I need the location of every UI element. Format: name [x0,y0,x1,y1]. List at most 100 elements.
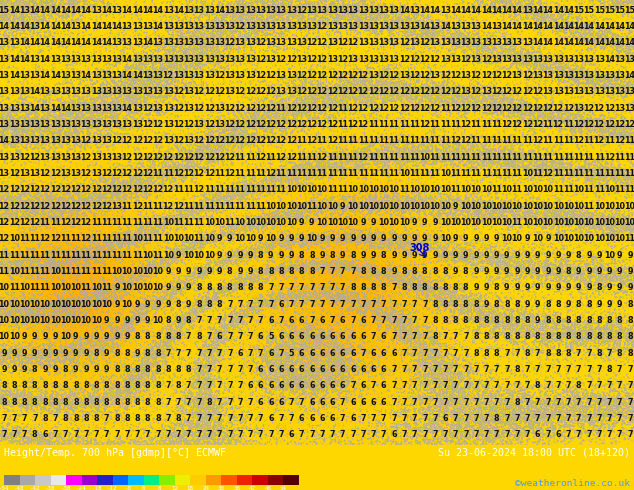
Text: 12: 12 [450,136,461,146]
Text: 6: 6 [278,332,284,342]
Text: 10: 10 [91,299,102,309]
Text: 7: 7 [453,381,458,391]
Text: 13: 13 [368,38,379,47]
Text: 10: 10 [60,332,71,342]
Text: 12: 12 [0,218,10,227]
Text: 7: 7 [453,398,458,407]
Text: 12: 12 [265,120,276,129]
Text: 7: 7 [1,430,7,440]
Text: 9: 9 [617,299,623,309]
Text: 7: 7 [340,283,346,293]
Text: 14: 14 [122,54,133,64]
Text: 7: 7 [545,430,551,440]
Text: 7: 7 [504,381,510,391]
Text: 12: 12 [358,71,369,80]
Text: 6: 6 [361,332,366,342]
Text: 13: 13 [286,71,297,80]
Text: 10: 10 [29,299,41,309]
Text: 13: 13 [429,38,441,47]
Text: 7: 7 [576,414,581,423]
Text: 7: 7 [197,316,202,325]
Text: 12: 12 [276,120,287,129]
Text: 12: 12 [327,71,338,80]
Text: 10: 10 [460,218,471,227]
Text: 8: 8 [494,283,500,293]
Text: 7: 7 [104,414,110,423]
Text: 13: 13 [0,169,10,178]
Text: 13: 13 [193,5,205,15]
Text: 14: 14 [614,22,625,31]
Text: 8: 8 [597,349,602,358]
Text: 7: 7 [340,267,346,276]
Text: 10: 10 [583,218,595,227]
Text: 7: 7 [627,398,633,407]
Text: 9: 9 [443,250,448,260]
Text: 13: 13 [389,38,399,47]
Text: 8: 8 [42,414,48,423]
Text: 11: 11 [470,136,482,146]
Text: 8: 8 [83,398,89,407]
Text: 10: 10 [543,201,553,211]
Text: 13: 13 [624,54,634,64]
Text: 7: 7 [381,316,387,325]
Text: 7: 7 [320,299,325,309]
Text: 15: 15 [573,5,584,15]
Text: 9: 9 [1,365,7,374]
Text: 8: 8 [94,398,99,407]
Text: 10: 10 [429,201,441,211]
Text: 14: 14 [460,5,471,15]
Text: 13: 13 [296,22,307,31]
Text: 9: 9 [217,234,223,244]
Text: 7: 7 [535,365,540,374]
Text: 7: 7 [134,430,140,440]
Text: 11: 11 [624,185,634,195]
Text: 13: 13 [553,71,564,80]
Text: 13: 13 [81,54,91,64]
Text: 9: 9 [83,332,89,342]
Text: 7: 7 [607,414,612,423]
Text: 12: 12 [522,87,533,96]
Text: 12: 12 [337,54,348,64]
Text: 7: 7 [391,332,397,342]
Text: 10: 10 [132,234,143,244]
Text: 8: 8 [114,365,120,374]
Text: 10: 10 [81,299,91,309]
Text: 10: 10 [204,234,215,244]
Text: 12: 12 [142,103,153,113]
Text: 9: 9 [361,234,366,244]
Text: 10: 10 [368,201,379,211]
Text: 13: 13 [193,54,205,64]
Text: 14: 14 [152,22,164,31]
Text: 13: 13 [614,87,625,96]
Text: 13: 13 [235,38,245,47]
Text: 8: 8 [607,365,612,374]
Text: 8: 8 [566,316,571,325]
Text: 12: 12 [132,201,143,211]
Text: 13: 13 [142,71,153,80]
Text: 12: 12 [204,152,215,162]
Text: 7: 7 [371,430,376,440]
Text: 12: 12 [440,87,451,96]
Text: 8: 8 [145,398,150,407]
Text: 13: 13 [70,71,81,80]
Text: 11: 11 [553,169,564,178]
Text: 8: 8 [484,316,489,325]
Text: 7: 7 [524,365,530,374]
Text: 7: 7 [524,398,530,407]
Text: 13: 13 [112,54,122,64]
Text: 13: 13 [399,71,410,80]
Text: 9: 9 [176,283,181,293]
Text: 12: 12 [112,136,122,146]
Text: 12: 12 [235,103,245,113]
Text: 12: 12 [132,169,143,178]
Text: 13: 13 [245,38,256,47]
Text: 7: 7 [627,381,633,391]
Text: 13: 13 [286,87,297,96]
Text: 6: 6 [371,398,376,407]
Text: 8: 8 [453,283,458,293]
Text: 10: 10 [142,267,153,276]
Text: 7: 7 [247,430,253,440]
Text: 13: 13 [522,54,533,64]
Text: 12: 12 [286,103,297,113]
Text: 13: 13 [70,87,81,96]
